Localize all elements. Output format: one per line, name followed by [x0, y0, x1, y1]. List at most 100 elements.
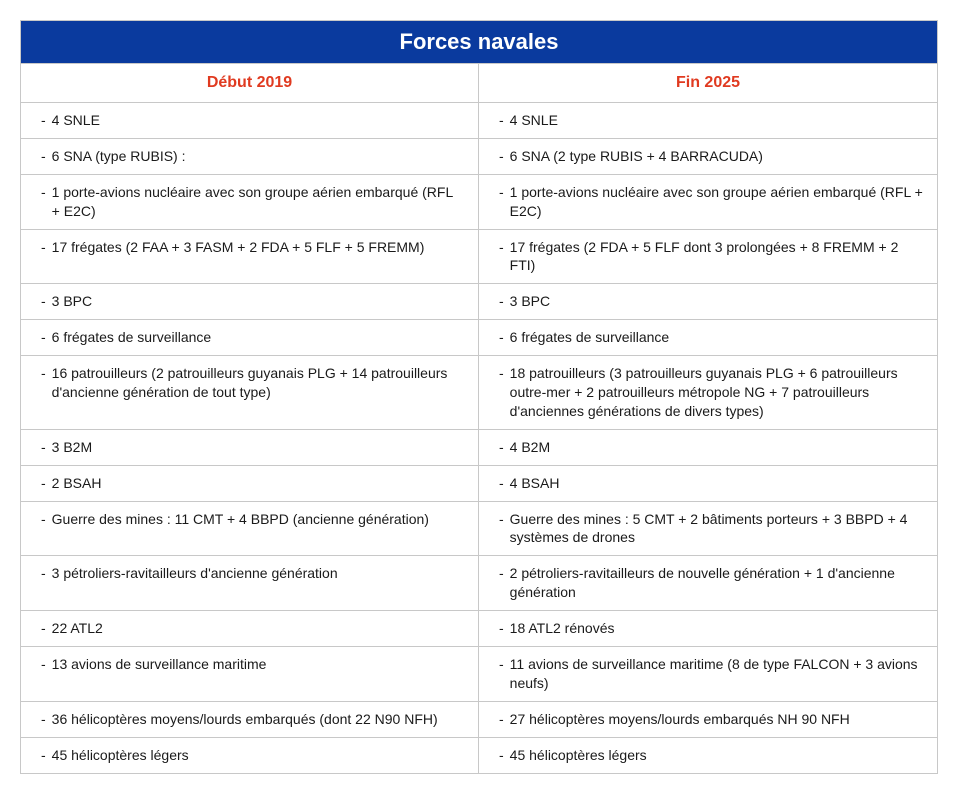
bullet-dash: - [41, 655, 52, 693]
cell-left: -3 B2M [21, 430, 479, 466]
cell-text: 1 porte-avions nucléaire avec son groupe… [52, 183, 464, 221]
table-row: -16 patrouilleurs (2 patrouilleurs guyan… [21, 356, 937, 430]
cell-left: -36 hélicoptères moyens/lourds embarqués… [21, 702, 479, 738]
cell-text: 18 ATL2 rénovés [510, 619, 923, 638]
cell-left: -6 SNA (type RUBIS) : [21, 139, 479, 175]
cell-text: 17 frégates (2 FDA + 5 FLF dont 3 prolon… [510, 238, 923, 276]
cell-right: -6 frégates de surveillance [479, 320, 937, 356]
cell-left: -6 frégates de surveillance [21, 320, 479, 356]
cell-text: 4 SNLE [52, 111, 464, 130]
cell-text: 6 SNA (type RUBIS) : [52, 147, 464, 166]
bullet-dash: - [499, 710, 510, 729]
cell-text: 4 SNLE [510, 111, 923, 130]
column-headers-row: Début 2019 Fin 2025 [21, 64, 937, 103]
cell-right: -18 patrouilleurs (3 patrouilleurs guyan… [479, 356, 937, 430]
comparison-table: Forces navales Début 2019 Fin 2025 -4 SN… [20, 20, 938, 774]
cell-text: 2 BSAH [52, 474, 464, 493]
table-row: -1 porte-avions nucléaire avec son group… [21, 175, 937, 230]
bullet-dash: - [499, 147, 510, 166]
cell-text: 6 frégates de surveillance [510, 328, 923, 347]
cell-right: -2 pétroliers-ravitailleurs de nouvelle … [479, 556, 937, 611]
cell-left: -4 SNLE [21, 103, 479, 139]
bullet-dash: - [41, 710, 52, 729]
bullet-dash: - [41, 746, 52, 765]
table-row: -3 B2M-4 B2M [21, 430, 937, 466]
bullet-dash: - [41, 564, 52, 602]
table-row: -17 frégates (2 FAA + 3 FASM + 2 FDA + 5… [21, 230, 937, 285]
table-row: -4 SNLE-4 SNLE [21, 103, 937, 139]
bullet-dash: - [499, 510, 510, 548]
bullet-dash: - [499, 438, 510, 457]
column-header-right: Fin 2025 [479, 64, 937, 103]
cell-right: -1 porte-avions nucléaire avec son group… [479, 175, 937, 230]
cell-text: 4 BSAH [510, 474, 923, 493]
bullet-dash: - [499, 364, 510, 421]
cell-right: -4 BSAH [479, 466, 937, 502]
cell-left: -3 BPC [21, 284, 479, 320]
cell-left: -22 ATL2 [21, 611, 479, 647]
cell-text: 1 porte-avions nucléaire avec son groupe… [510, 183, 923, 221]
cell-text: 17 frégates (2 FAA + 3 FASM + 2 FDA + 5 … [52, 238, 464, 276]
cell-right: -18 ATL2 rénovés [479, 611, 937, 647]
cell-text: 6 frégates de surveillance [52, 328, 464, 347]
bullet-dash: - [41, 292, 52, 311]
bullet-dash: - [41, 147, 52, 166]
bullet-dash: - [499, 619, 510, 638]
bullet-dash: - [499, 746, 510, 765]
cell-text: 3 BPC [510, 292, 923, 311]
table-row: -36 hélicoptères moyens/lourds embarqués… [21, 702, 937, 738]
cell-left: -45 hélicoptères légers [21, 738, 479, 773]
cell-text: 11 avions de surveillance maritime (8 de… [510, 655, 923, 693]
cell-left: -2 BSAH [21, 466, 479, 502]
cell-right: -4 SNLE [479, 103, 937, 139]
cell-left: -1 porte-avions nucléaire avec son group… [21, 175, 479, 230]
cell-left: -16 patrouilleurs (2 patrouilleurs guyan… [21, 356, 479, 430]
cell-text: Guerre des mines : 11 CMT + 4 BBPD (anci… [52, 510, 464, 548]
column-header-left: Début 2019 [21, 64, 479, 103]
table-row: -13 avions de surveillance maritime-11 a… [21, 647, 937, 702]
bullet-dash: - [499, 328, 510, 347]
cell-right: -4 B2M [479, 430, 937, 466]
bullet-dash: - [41, 619, 52, 638]
table-row: -6 frégates de surveillance-6 frégates d… [21, 320, 937, 356]
cell-text: 3 B2M [52, 438, 464, 457]
table-body: -4 SNLE-4 SNLE-6 SNA (type RUBIS) :-6 SN… [21, 103, 937, 773]
cell-text: 22 ATL2 [52, 619, 464, 638]
cell-text: 16 patrouilleurs (2 patrouilleurs guyana… [52, 364, 464, 421]
bullet-dash: - [41, 238, 52, 276]
bullet-dash: - [41, 438, 52, 457]
bullet-dash: - [499, 655, 510, 693]
table-row: -6 SNA (type RUBIS) :-6 SNA (2 type RUBI… [21, 139, 937, 175]
bullet-dash: - [499, 474, 510, 493]
cell-text: 2 pétroliers-ravitailleurs de nouvelle g… [510, 564, 923, 602]
cell-text: 18 patrouilleurs (3 patrouilleurs guyana… [510, 364, 923, 421]
cell-right: -27 hélicoptères moyens/lourds embarqués… [479, 702, 937, 738]
cell-right: -Guerre des mines : 5 CMT + 2 bâtiments … [479, 502, 937, 557]
cell-text: 6 SNA (2 type RUBIS + 4 BARRACUDA) [510, 147, 923, 166]
table-row: -3 BPC-3 BPC [21, 284, 937, 320]
table-row: -Guerre des mines : 11 CMT + 4 BBPD (anc… [21, 502, 937, 557]
cell-text: 4 B2M [510, 438, 923, 457]
bullet-dash: - [41, 364, 52, 421]
cell-text: Guerre des mines : 5 CMT + 2 bâtiments p… [510, 510, 923, 548]
bullet-dash: - [499, 111, 510, 130]
bullet-dash: - [499, 238, 510, 276]
cell-text: 36 hélicoptères moyens/lourds embarqués … [52, 710, 464, 729]
cell-right: -11 avions de surveillance maritime (8 d… [479, 647, 937, 702]
bullet-dash: - [41, 510, 52, 548]
cell-text: 3 BPC [52, 292, 464, 311]
cell-right: -3 BPC [479, 284, 937, 320]
bullet-dash: - [41, 474, 52, 493]
table-row: -3 pétroliers-ravitailleurs d'ancienne g… [21, 556, 937, 611]
cell-left: -17 frégates (2 FAA + 3 FASM + 2 FDA + 5… [21, 230, 479, 285]
cell-right: -17 frégates (2 FDA + 5 FLF dont 3 prolo… [479, 230, 937, 285]
bullet-dash: - [41, 111, 52, 130]
cell-right: -6 SNA (2 type RUBIS + 4 BARRACUDA) [479, 139, 937, 175]
cell-left: -3 pétroliers-ravitailleurs d'ancienne g… [21, 556, 479, 611]
cell-left: -13 avions de surveillance maritime [21, 647, 479, 702]
bullet-dash: - [499, 183, 510, 221]
bullet-dash: - [499, 292, 510, 311]
cell-right: -45 hélicoptères légers [479, 738, 937, 773]
bullet-dash: - [41, 328, 52, 347]
table-row: -22 ATL2-18 ATL2 rénovés [21, 611, 937, 647]
